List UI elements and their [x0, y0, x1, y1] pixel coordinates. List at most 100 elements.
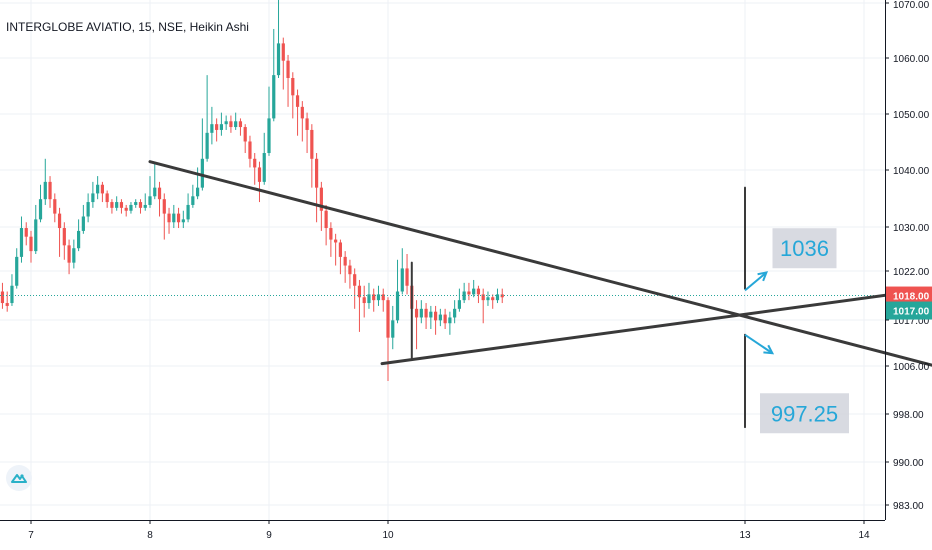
candle-body — [429, 311, 433, 318]
candle-body — [419, 308, 423, 318]
candle-body — [167, 213, 171, 223]
candle-body — [186, 204, 190, 220]
candle-body — [295, 95, 300, 107]
candle-body — [291, 78, 295, 96]
candle-body — [400, 268, 404, 292]
candle-body — [343, 256, 347, 266]
candle-body — [15, 256, 19, 286]
candle-body — [362, 297, 366, 304]
price-axis-label: 998.00 — [893, 410, 924, 421]
trendline-drawings[interactable] — [148, 160, 932, 429]
annotation-box — [772, 228, 837, 269]
candle-body — [448, 317, 452, 324]
candle-body — [281, 43, 285, 61]
candle-body — [386, 300, 390, 338]
arrow-shaft — [744, 271, 768, 292]
candle-body — [324, 210, 328, 229]
candle-body — [19, 228, 24, 257]
price-tag-label: 1017.00 — [893, 307, 930, 318]
time-axis[interactable]: 7891013141516 — [0, 520, 932, 541]
candle-body — [267, 118, 271, 154]
candle-body — [157, 187, 162, 200]
candle-body — [5, 303, 9, 306]
chart-grid — [0, 0, 885, 520]
candle-body — [434, 311, 438, 321]
annotation-label: 997.25 — [771, 401, 838, 426]
candle-body — [357, 285, 362, 298]
candle-body — [134, 202, 138, 205]
candle-body — [57, 213, 62, 229]
candle-body — [29, 236, 33, 252]
candle-body — [248, 141, 252, 159]
candle-body — [77, 230, 81, 249]
price-axis-label: 990.00 — [893, 458, 924, 469]
candle-body — [457, 300, 461, 309]
candle-body — [0, 291, 5, 304]
candle-body — [262, 153, 266, 182]
candle-body — [196, 187, 200, 197]
tradingview-logo-icon[interactable] — [6, 465, 32, 491]
candle-body — [115, 202, 119, 208]
candle-body — [334, 239, 338, 243]
candle-body — [453, 308, 457, 318]
price-axis[interactable]: 983.00 990.00 998.00 1006.00 1017.00 1022.00 1… — [885, 0, 930, 520]
price-axis-label: 1030.00 — [893, 223, 930, 234]
candle-body — [110, 202, 114, 208]
candle-body — [24, 228, 28, 237]
candle-body — [476, 288, 481, 295]
candle-body — [138, 202, 143, 208]
annotation-label: 1036 — [780, 236, 829, 261]
candle-body — [67, 245, 71, 263]
candle-body — [495, 294, 500, 301]
candle-body — [153, 187, 157, 197]
candle-body — [53, 199, 57, 214]
chart-title: INTERGLOBE AVIATIO, 15, NSE, Heikin Ashi — [6, 20, 249, 34]
price-tag — [886, 301, 932, 320]
candle-body — [376, 294, 381, 301]
price-tags: 1018.00 1017.00 — [886, 286, 932, 320]
candle-body — [10, 285, 14, 304]
price-axis-label: 1017.00 — [893, 316, 930, 327]
candle-body — [405, 268, 409, 286]
time-axis-label: 9 — [266, 530, 272, 541]
candle-body — [486, 297, 490, 301]
candle-body — [272, 75, 276, 119]
candle-body — [219, 124, 223, 130]
candle-body — [310, 129, 314, 159]
candle-body — [100, 184, 104, 194]
arrow-head — [757, 271, 769, 282]
candle-body — [367, 294, 371, 304]
price-axis-label: 1050.00 — [893, 110, 930, 121]
candle-body — [34, 219, 38, 252]
price-annotations[interactable]: 1036 997.25 — [760, 228, 849, 434]
time-axis-label: 14 — [858, 530, 870, 541]
price-axis-label: 1040.00 — [893, 166, 930, 177]
candle-body — [105, 193, 109, 203]
candle-body — [391, 320, 395, 338]
candle-body — [491, 297, 495, 301]
candle-body — [96, 184, 100, 194]
candle-body — [500, 294, 504, 298]
candle-body — [338, 242, 342, 257]
trendline — [380, 287, 932, 366]
candle-body — [210, 124, 214, 133]
candle-body — [81, 216, 85, 231]
candle-body — [234, 121, 238, 128]
candle-body — [305, 118, 309, 130]
price-axis-label: 1022.00 — [893, 267, 930, 278]
candle-body — [438, 314, 442, 321]
candle-body — [443, 314, 447, 324]
candle-body — [148, 196, 152, 205]
candle-body — [162, 199, 166, 214]
candle-body — [143, 204, 147, 208]
candle-body — [353, 274, 357, 286]
arrow-head — [763, 344, 775, 355]
candle-body — [315, 158, 319, 188]
candle-body — [238, 121, 243, 128]
candle-body — [381, 294, 385, 301]
price-axis-label: 1070.00 — [893, 0, 930, 11]
candle-body — [243, 127, 247, 142]
candle-body — [205, 132, 209, 159]
